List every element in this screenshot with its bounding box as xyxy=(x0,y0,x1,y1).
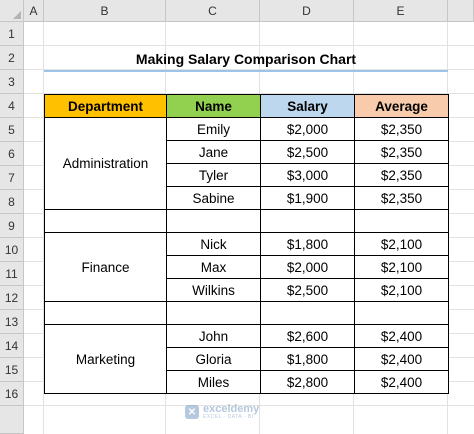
salary-cell[interactable]: $2,500 xyxy=(260,278,355,302)
column-header-next[interactable] xyxy=(448,0,474,22)
average-cell[interactable]: $2,400 xyxy=(354,324,449,348)
salary-cell[interactable]: $1,800 xyxy=(260,232,355,256)
salary-cell[interactable]: $2,000 xyxy=(260,117,355,141)
select-all-corner[interactable] xyxy=(0,0,24,22)
row-header-8[interactable]: 8 xyxy=(0,190,24,214)
title-underline xyxy=(44,70,448,72)
header-average[interactable]: Average xyxy=(354,94,449,118)
header-name[interactable]: Name xyxy=(166,94,261,118)
row-header-2[interactable]: 2 xyxy=(0,46,24,70)
watermark: ✕ exceldemy EXCEL · DATA · BI xyxy=(185,404,259,420)
row-header-1[interactable]: 1 xyxy=(0,22,24,46)
salary-cell[interactable]: $1,800 xyxy=(260,347,355,371)
header-department[interactable]: Department xyxy=(44,94,167,118)
row-header-6[interactable]: 6 xyxy=(0,142,24,166)
average-cell[interactable]: $2,400 xyxy=(354,370,449,394)
row-header-17[interactable] xyxy=(0,406,24,434)
table-row: Sabine $1,900 $2,350 xyxy=(45,186,449,210)
row-header-7[interactable]: 7 xyxy=(0,166,24,190)
name-cell[interactable]: Nick xyxy=(166,232,261,256)
name-cell[interactable]: John xyxy=(166,324,261,348)
table-row: Finance Nick $1,800 $2,100 xyxy=(44,232,449,302)
column-header-c[interactable]: C xyxy=(166,0,260,22)
empty-cell[interactable] xyxy=(44,209,167,233)
salary-cell[interactable]: $2,500 xyxy=(260,140,355,164)
header-salary[interactable]: Salary xyxy=(260,94,355,118)
row-header-9[interactable]: 9 xyxy=(0,214,24,238)
salary-cell[interactable]: $2,600 xyxy=(260,324,355,348)
empty-cell[interactable] xyxy=(260,209,355,233)
row-header-13[interactable]: 13 xyxy=(0,310,24,334)
department-cell-finance[interactable]: Finance xyxy=(44,232,167,302)
department-cell-marketing[interactable]: Marketing xyxy=(44,324,167,394)
row-header-3[interactable]: 3 xyxy=(0,70,24,94)
column-header-a[interactable]: A xyxy=(24,0,44,22)
gridline xyxy=(24,45,474,46)
table-header-row: Department Name Salary Average xyxy=(44,94,449,118)
gridline xyxy=(24,69,474,70)
watermark-name: exceldemy xyxy=(203,403,260,415)
average-cell[interactable]: $2,100 xyxy=(354,278,449,302)
name-cell[interactable]: Sabine xyxy=(166,186,261,210)
average-cell[interactable]: $2,100 xyxy=(354,232,449,256)
average-cell[interactable]: $2,350 xyxy=(354,186,449,210)
empty-row xyxy=(44,209,449,233)
table-row: Max $2,000 $2,100 xyxy=(45,255,449,279)
name-cell[interactable]: Miles xyxy=(166,370,261,394)
average-cell[interactable]: $2,350 xyxy=(354,117,449,141)
row-header-11[interactable]: 11 xyxy=(0,262,24,286)
table-row: Wilkins $2,500 $2,100 xyxy=(45,278,449,302)
row-header-14[interactable]: 14 xyxy=(0,334,24,358)
gridline xyxy=(24,405,474,406)
name-cell[interactable]: Max xyxy=(166,255,261,279)
empty-cell[interactable] xyxy=(354,209,449,233)
name-cell[interactable]: Gloria xyxy=(166,347,261,371)
average-cell[interactable]: $2,350 xyxy=(354,140,449,164)
empty-cell[interactable] xyxy=(354,301,449,325)
column-header-b[interactable]: B xyxy=(44,0,166,22)
salary-cell[interactable]: $3,000 xyxy=(260,163,355,187)
column-header-d[interactable]: D xyxy=(260,0,354,22)
name-cell[interactable]: Jane xyxy=(166,140,261,164)
sheet-title[interactable]: Making Salary Comparison Chart xyxy=(135,51,357,67)
average-cell[interactable]: $2,350 xyxy=(354,163,449,187)
gridline xyxy=(43,22,44,434)
table-row: Miles $2,800 $2,400 xyxy=(45,370,449,394)
row-header-5[interactable]: 5 xyxy=(0,118,24,142)
column-header-e[interactable]: E xyxy=(354,0,448,22)
average-cell[interactable]: $2,400 xyxy=(354,347,449,371)
name-cell[interactable]: Tyler xyxy=(166,163,261,187)
table-row: Tyler $3,000 $2,350 xyxy=(45,163,449,187)
empty-cell[interactable] xyxy=(260,301,355,325)
gridline xyxy=(24,93,474,94)
table-row: Gloria $1,800 $2,400 xyxy=(45,347,449,371)
department-cell-administration[interactable]: Administration xyxy=(44,117,167,210)
table-row: Administration Emily $2,000 $2,350 xyxy=(44,117,449,210)
row-header-12[interactable]: 12 xyxy=(0,286,24,310)
table-row: Marketing John $2,600 $2,400 xyxy=(44,324,449,394)
row-header-10[interactable]: 10 xyxy=(0,238,24,262)
empty-cell[interactable] xyxy=(44,301,167,325)
watermark-tagline: EXCEL · DATA · BI xyxy=(203,414,254,420)
row-header-4[interactable]: 4 xyxy=(0,94,24,118)
name-cell[interactable]: Emily xyxy=(166,117,261,141)
select-all-icon xyxy=(13,11,21,19)
name-cell[interactable]: Wilkins xyxy=(166,278,261,302)
salary-table: Department Name Salary Average Administr… xyxy=(44,94,449,394)
empty-row xyxy=(44,301,449,325)
salary-cell[interactable]: $2,800 xyxy=(260,370,355,394)
empty-cell[interactable] xyxy=(166,209,261,233)
empty-cell[interactable] xyxy=(166,301,261,325)
row-header-15[interactable]: 15 xyxy=(0,358,24,382)
watermark-text: exceldemy EXCEL · DATA · BI xyxy=(203,404,259,420)
salary-cell[interactable]: $2,000 xyxy=(260,255,355,279)
average-cell[interactable]: $2,100 xyxy=(354,255,449,279)
salary-cell[interactable]: $1,900 xyxy=(260,186,355,210)
row-header-16[interactable]: 16 xyxy=(0,382,24,406)
exceldemy-logo-icon: ✕ xyxy=(185,405,199,419)
